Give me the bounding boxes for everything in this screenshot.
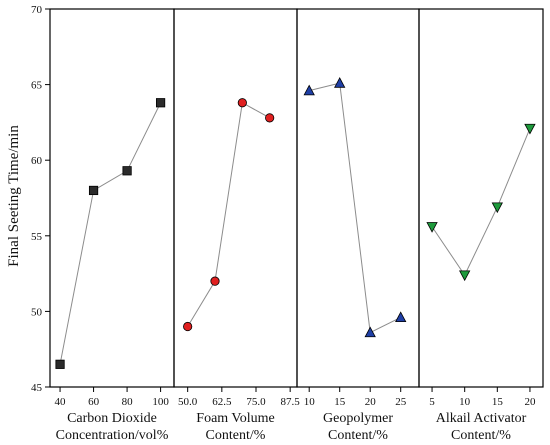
panel-2: 50.0 62.5 75.0 87.5 Foam Volume Content/% — [173, 8, 301, 443]
data-point — [55, 359, 65, 369]
data-point — [524, 123, 536, 135]
x-tick-label: 20 — [524, 396, 536, 408]
y-tick-label: 70 — [31, 4, 43, 16]
x-tick-label: 40 — [55, 396, 67, 408]
x-tick-label: 100 — [152, 396, 169, 408]
panels: 40 60 80 100 Carbon Dioxide Concentration/vol… — [49, 8, 544, 443]
y-tick-label: 60 — [31, 155, 43, 167]
series-line — [187, 101, 270, 327]
x-axis-label: Content/% — [206, 428, 266, 443]
x-tick-label: 10 — [304, 396, 316, 408]
data-point — [491, 202, 503, 214]
x-tick-label: 62.5 — [212, 396, 232, 408]
x-tick-label: 10 — [459, 396, 471, 408]
panel-frame — [173, 8, 298, 388]
data-point — [364, 326, 376, 338]
series-line — [59, 102, 162, 365]
data-point — [265, 113, 275, 123]
x-axis-label: Concentration/vol% — [56, 428, 169, 443]
x-tick-label: 20 — [365, 396, 377, 408]
data-point — [237, 98, 247, 108]
x-axis-label: Geopolymer — [323, 411, 393, 426]
data-point — [303, 84, 315, 96]
x-tick-label: 15 — [334, 396, 346, 408]
data-point — [88, 185, 99, 196]
data-point — [426, 222, 438, 233]
data-point — [210, 276, 220, 286]
panel-1: 40 60 80 100 Carbon Dioxide Concentration/vol… — [49, 8, 175, 443]
data-point — [459, 270, 471, 282]
x-axis-label: Content/% — [328, 428, 388, 443]
series-line — [309, 82, 401, 334]
y-tick-label: 45 — [31, 382, 43, 394]
panel-frame — [418, 8, 544, 388]
x-axis-label: Content/% — [451, 428, 511, 443]
x-tick-label: 15 — [492, 396, 504, 408]
panel-4: 5 10 15 20 Alkail Activator Content/% — [418, 8, 544, 443]
x-tick-label: 25 — [395, 396, 407, 408]
x-tick-label: 80 — [122, 396, 134, 408]
x-tick-label: 5 — [429, 396, 435, 408]
x-axis-label: Alkail Activator — [436, 411, 527, 426]
y-tick-label: 55 — [31, 231, 43, 243]
x-tick-label: 75.0 — [246, 396, 266, 408]
x-tick-label: 50.0 — [178, 396, 198, 408]
data-point — [183, 321, 193, 332]
y-axis-label: Final Seeting Time/min — [6, 125, 22, 267]
x-axis-label: Carbon Dioxide — [67, 411, 157, 426]
x-axis-label: Foam Volume — [196, 411, 274, 426]
y-axis: 45 50 55 60 65 70 — [31, 4, 50, 394]
y-tick-label: 50 — [31, 306, 43, 318]
x-tick-label: 60 — [88, 396, 100, 408]
data-point — [334, 77, 346, 88]
data-point — [155, 98, 166, 108]
x-tick-label: 87.5 — [281, 396, 301, 408]
data-point — [122, 166, 132, 176]
panel-frame — [49, 8, 175, 388]
series-line — [431, 128, 531, 277]
y-tick-label: 65 — [31, 80, 43, 92]
panel-frame — [296, 8, 420, 388]
data-point — [395, 311, 407, 323]
